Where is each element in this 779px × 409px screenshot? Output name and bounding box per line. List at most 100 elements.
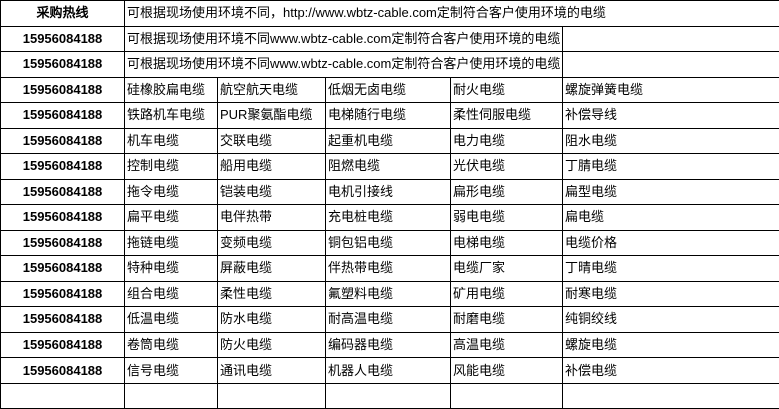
product-link[interactable]: 低烟无卤电缆 — [325, 76, 451, 104]
empty-row — [0, 383, 779, 409]
product-link[interactable]: 通讯电缆 — [217, 357, 326, 384]
product-link[interactable]: 防水电缆 — [217, 306, 326, 333]
table-row: 15956084188 机车电缆 交联电缆 起重机电缆 电力电缆 阻水电缆 — [0, 127, 779, 155]
product-link[interactable]: 屏蔽电缆 — [217, 255, 326, 282]
product-link[interactable]: 耐寒电缆 — [561, 280, 779, 308]
product-link[interactable]: 机车电缆 — [124, 127, 218, 155]
product-link[interactable]: 耐火电缆 — [450, 76, 563, 104]
phone-number: 15956084188 — [0, 280, 125, 308]
phone-number: 15956084188 — [0, 127, 125, 155]
product-link[interactable]: 扁型电缆 — [561, 178, 779, 206]
phone-number: 15956084188 — [0, 51, 125, 78]
table-row: 15956084188 组合电缆 柔性电缆 氟塑料电缆 矿用电缆 耐寒电缆 — [0, 280, 779, 308]
product-link[interactable]: 丁晴电缆 — [561, 255, 779, 282]
empty-cell — [450, 383, 563, 409]
product-link[interactable]: 矿用电缆 — [450, 280, 563, 308]
notice-banner: 可根据现场使用环境不同www.wbtz-cable.com定制符合客户使用环境的… — [124, 51, 563, 78]
product-link[interactable]: 纯铜绞线 — [561, 306, 779, 333]
phone-number: 15956084188 — [0, 357, 125, 384]
empty-cell — [0, 383, 125, 409]
table-row: 15956084188 卷筒电缆 防火电缆 编码器电缆 高温电缆 螺旋电缆 — [0, 331, 779, 359]
phone-number: 15956084188 — [0, 153, 125, 180]
product-link[interactable]: 变频电缆 — [217, 229, 326, 257]
notice-trailing-cell — [561, 51, 779, 78]
table-row: 15956084188 拖令电缆 铠装电缆 电机引接线 扁形电缆 扁型电缆 — [0, 178, 779, 206]
product-link[interactable]: 螺旋电缆 — [561, 331, 779, 359]
product-link[interactable]: 拖链电缆 — [124, 229, 218, 257]
product-link[interactable]: 卷筒电缆 — [124, 331, 218, 359]
product-link[interactable]: 铠装电缆 — [217, 178, 326, 206]
product-link[interactable]: 交联电缆 — [217, 127, 326, 155]
empty-cell — [217, 383, 326, 409]
phone-number: 15956084188 — [0, 229, 125, 257]
product-link[interactable]: 拖令电缆 — [124, 178, 218, 206]
notice-row: 15956084188 可根据现场使用环境不同www.wbtz-cable.co… — [0, 51, 779, 78]
product-link[interactable]: 扁形电缆 — [450, 178, 563, 206]
product-link[interactable]: 阻水电缆 — [561, 127, 779, 155]
product-link[interactable]: 信号电缆 — [124, 357, 218, 384]
phone-number: 15956084188 — [0, 76, 125, 104]
product-link[interactable]: 电梯随行电缆 — [325, 102, 451, 129]
table-row: 15956084188 控制电缆 船用电缆 阻燃电缆 光伏电缆 丁腈电缆 — [0, 153, 779, 180]
table-row: 15956084188 低温电缆 防水电缆 耐高温电缆 耐磨电缆 纯铜绞线 — [0, 306, 779, 333]
product-link[interactable]: PUR聚氨酯电缆 — [217, 102, 326, 129]
table-row: 15956084188 扁平电缆 电伴热带 充电桩电缆 弱电电缆 扁电缆 — [0, 204, 779, 231]
product-link[interactable]: 高温电缆 — [450, 331, 563, 359]
product-link[interactable]: 电伴热带 — [217, 204, 326, 231]
table-row: 15956084188 硅橡胶扁电缆 航空航天电缆 低烟无卤电缆 耐火电缆 螺旋… — [0, 76, 779, 104]
table-row: 15956084188 铁路机车电缆 PUR聚氨酯电缆 电梯随行电缆 柔性伺服电… — [0, 102, 779, 129]
product-link[interactable]: 低温电缆 — [124, 306, 218, 333]
product-link[interactable]: 风能电缆 — [450, 357, 563, 384]
phone-number: 15956084188 — [0, 204, 125, 231]
product-link[interactable]: 柔性伺服电缆 — [450, 102, 563, 129]
phone-number: 15956084188 — [0, 255, 125, 282]
product-link[interactable]: 补偿电缆 — [561, 357, 779, 384]
product-link[interactable]: 编码器电缆 — [325, 331, 451, 359]
table-row: 15956084188 特种电缆 屏蔽电缆 伴热带电缆 电缆厂家 丁晴电缆 — [0, 255, 779, 282]
product-link[interactable]: 充电桩电缆 — [325, 204, 451, 231]
product-link[interactable]: 电缆价格 — [561, 229, 779, 257]
product-link[interactable]: 扁电缆 — [561, 204, 779, 231]
notice-banner-full: 可根据现场使用环境不同，http://www.wbtz-cable.com定制符… — [123, 0, 779, 27]
product-link[interactable]: 氟塑料电缆 — [325, 280, 451, 308]
product-link[interactable]: 船用电缆 — [217, 153, 326, 180]
product-link[interactable]: 起重机电缆 — [325, 127, 451, 155]
product-link[interactable]: 耐磨电缆 — [450, 306, 563, 333]
empty-cell — [561, 383, 779, 409]
product-link[interactable]: 耐高温电缆 — [325, 306, 451, 333]
product-link[interactable]: 电力电缆 — [450, 127, 563, 155]
product-link[interactable]: 扁平电缆 — [124, 204, 218, 231]
phone-number: 15956084188 — [0, 25, 125, 53]
empty-cell — [325, 383, 451, 409]
product-link[interactable]: 阻燃电缆 — [325, 153, 451, 180]
product-link[interactable]: 电缆厂家 — [450, 255, 563, 282]
product-link[interactable]: 铁路机车电缆 — [124, 102, 218, 129]
product-link[interactable]: 硅橡胶扁电缆 — [124, 76, 218, 104]
notice-banner: 可根据现场使用环境不同www.wbtz-cable.com定制符合客户使用环境的… — [124, 25, 563, 53]
phone-number: 15956084188 — [0, 306, 125, 333]
hotline-label: 采购热线 — [0, 0, 125, 27]
product-link[interactable]: 弱电电缆 — [450, 204, 563, 231]
notice-row: 15956084188 可根据现场使用环境不同www.wbtz-cable.co… — [0, 25, 779, 53]
product-link[interactable]: 柔性电缆 — [217, 280, 326, 308]
product-link[interactable]: 电机引接线 — [325, 178, 451, 206]
product-link[interactable]: 螺旋弹簧电缆 — [561, 76, 779, 104]
product-link[interactable]: 控制电缆 — [124, 153, 218, 180]
product-link[interactable]: 机器人电缆 — [325, 357, 451, 384]
table-row: 15956084188 信号电缆 通讯电缆 机器人电缆 风能电缆 补偿电缆 — [0, 357, 779, 384]
phone-number: 15956084188 — [0, 178, 125, 206]
header-row: 采购热线 可根据现场使用环境不同，http://www.wbtz-cable.c… — [0, 0, 779, 27]
phone-number: 15956084188 — [0, 102, 125, 129]
product-link[interactable]: 铜包铝电缆 — [325, 229, 451, 257]
product-link[interactable]: 补偿导线 — [561, 102, 779, 129]
product-link[interactable]: 光伏电缆 — [450, 153, 563, 180]
product-link[interactable]: 防火电缆 — [217, 331, 326, 359]
product-link[interactable]: 伴热带电缆 — [325, 255, 451, 282]
product-link[interactable]: 组合电缆 — [124, 280, 218, 308]
product-link[interactable]: 特种电缆 — [124, 255, 218, 282]
product-link[interactable]: 丁腈电缆 — [561, 153, 779, 180]
product-link[interactable]: 航空航天电缆 — [217, 76, 326, 104]
product-link[interactable]: 电梯电缆 — [450, 229, 563, 257]
